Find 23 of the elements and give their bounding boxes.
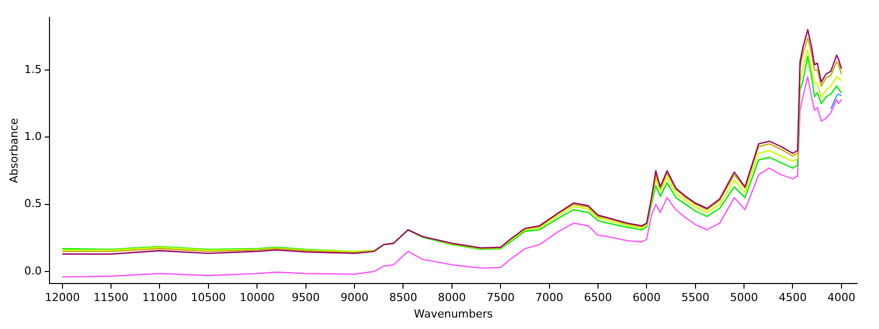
x-tick-label: 11500 <box>94 291 129 304</box>
y-axis-title: Absorbance <box>7 118 20 184</box>
x-tick-label: 5000 <box>730 291 758 304</box>
x-tick-label: 12000 <box>44 291 80 304</box>
x-tick-label: 11000 <box>142 291 178 304</box>
x-tick-label: 9000 <box>340 291 369 304</box>
y-tick-label: 0.0 <box>24 264 42 278</box>
x-tick-label: 6000 <box>632 291 661 304</box>
x-tick-label: 9500 <box>292 291 320 304</box>
x-tick-label: 8000 <box>438 291 466 304</box>
y-tick-label: 1.0 <box>24 130 42 144</box>
x-tick-label: 4000 <box>827 291 856 304</box>
x-tick-label: 8500 <box>389 291 418 304</box>
x-tick-label: 4500 <box>778 291 807 304</box>
x-tick-label: 5500 <box>681 291 710 304</box>
x-tick-label: 10000 <box>240 291 275 304</box>
x-tick-label: 10500 <box>190 291 226 304</box>
x-tick-label: 7500 <box>486 291 515 304</box>
x-tick-label: 7000 <box>535 291 564 304</box>
y-tick-label: 1.5 <box>24 62 42 76</box>
x-tick-label: 6500 <box>584 291 612 304</box>
x-axis-title: Wavenumbers <box>414 307 494 320</box>
y-tick-label: 0.5 <box>24 197 42 210</box>
